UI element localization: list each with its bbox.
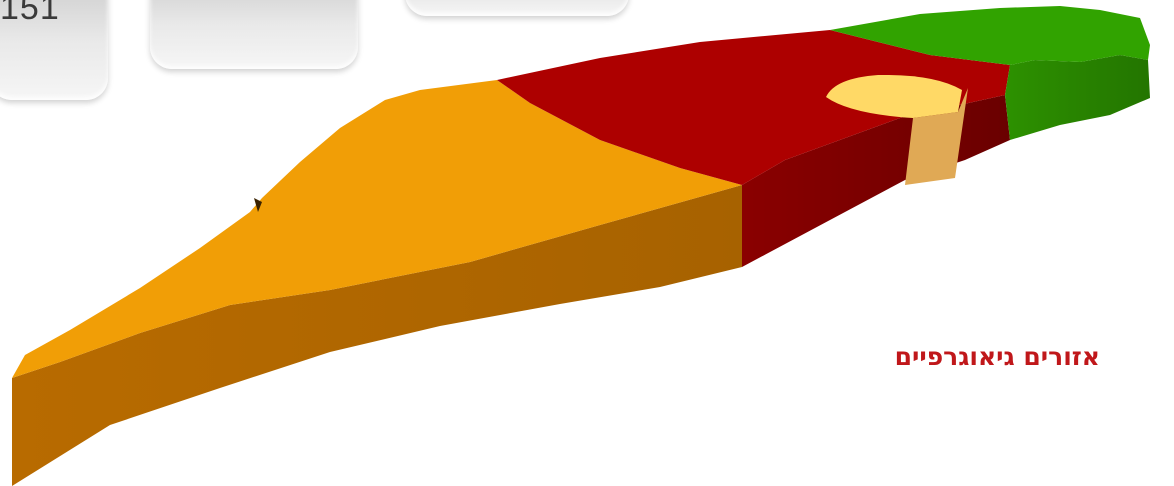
region-jerusalem-top[interactable] bbox=[826, 74, 962, 118]
region-center-top[interactable] bbox=[497, 30, 1010, 185]
page-number: 151 bbox=[0, 0, 60, 27]
coast-mark bbox=[254, 198, 262, 212]
region-north-top[interactable] bbox=[830, 6, 1150, 65]
region-south-top[interactable] bbox=[12, 80, 742, 378]
nav-tile-middle[interactable] bbox=[150, 0, 358, 69]
slide-title: אזורים גיאוגרפיים bbox=[894, 342, 1100, 371]
region-south-side bbox=[12, 185, 742, 486]
nav-tile-left[interactable] bbox=[0, 0, 108, 100]
region-jerusalem-side bbox=[905, 88, 968, 185]
region-north-side bbox=[1005, 55, 1150, 140]
nav-tile-right[interactable] bbox=[405, 0, 629, 16]
